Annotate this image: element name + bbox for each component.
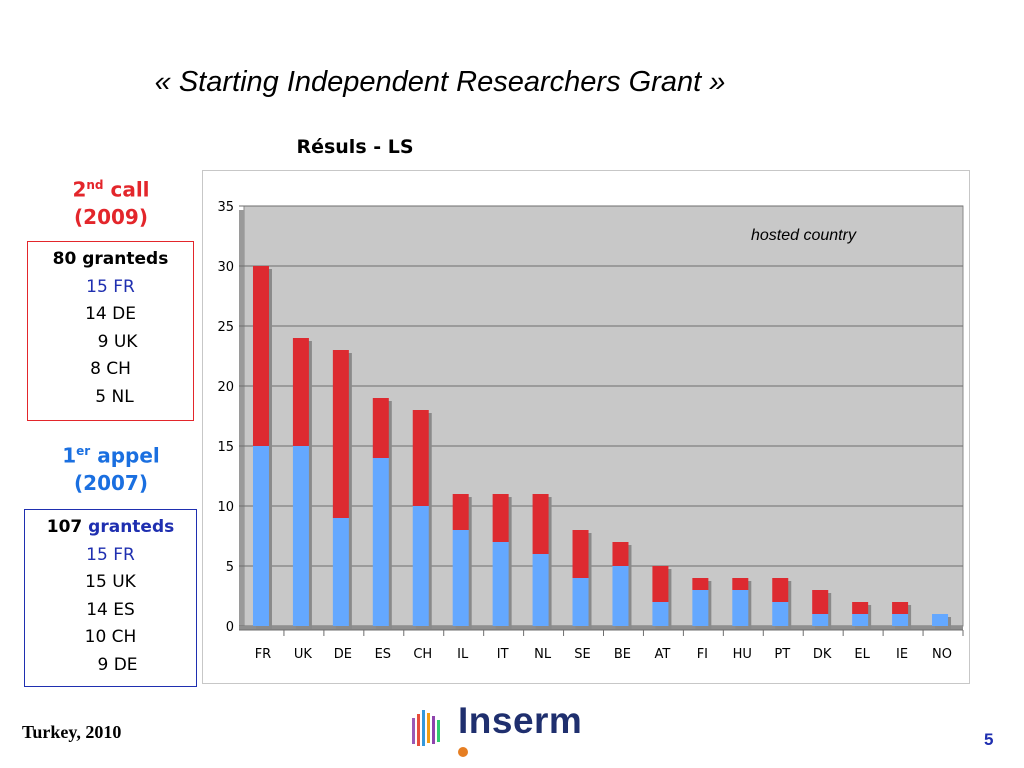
x-tick-label: IE [896,647,908,662]
x-tick-label: BE [614,647,631,662]
call1-line: 15 UK [85,572,136,592]
bar-segment-top [852,602,869,614]
y-tick-label: 5 [226,560,234,575]
plot-floor [239,626,963,630]
call1-line: 9 DE [97,654,138,675]
plot-wall-left [239,210,244,630]
call2-line: 9 UK [97,331,138,352]
call1-year: (2007) [74,470,148,495]
footer-text: Turkey, 2010 [22,722,122,742]
x-tick-label: DE [334,647,352,662]
inserm-logo-icon [412,710,468,757]
bar-segment-base [932,614,949,626]
call1-box: 107 granteds 15 FR 15 UK 14 ES 10 CH 9 D… [24,509,197,687]
x-tick-label: CH [413,647,432,662]
bar-segment-top [732,578,749,590]
bar-segment-top [652,566,669,602]
bar-segment-base [532,554,549,626]
bar-segment-top [772,578,789,602]
call1-number: 1 [62,443,77,468]
x-tick-label: DK [813,647,832,662]
bar-segment-base [772,602,789,626]
call2-year: (2009) [74,204,148,229]
bar-segment-top [412,410,429,506]
chart-title: Résuls - LS [296,136,414,158]
bar-segment-base [332,518,349,626]
stacked-bar-chart: 0 5 10 15 20 25 30 35 FR UK DE ES CH IL IT NL SE BE AT FI HU… [217,200,964,662]
bar-segment-top [612,542,629,566]
bar-segment-base [412,506,429,626]
x-tick-label: IT [497,647,509,662]
bar-segment-top [372,398,389,458]
call1-word: appel [90,443,160,468]
bar-segment-top [892,602,909,614]
chart-frame: 0 5 10 15 20 25 30 35 FR UK DE ES CH IL IT NL SE BE AT FI HU… [202,170,970,684]
call2-line: 8 CH [90,359,131,379]
y-tick-label: 0 [226,620,234,635]
bar-segment-base [612,566,629,626]
bar-segment-top [532,494,549,554]
annotation-hosted-country: hosted country [751,227,857,244]
bar-segment-base [452,530,469,626]
x-tick-label: NO [932,647,952,662]
x-tick-label: SE [574,647,590,662]
bar-segment-base [252,446,269,626]
call1-line: 14 ES [86,599,135,620]
x-tick-label: AT [655,647,671,662]
call1-total-number: 107 [46,517,83,537]
bar-segment-top [492,494,509,542]
page-number: 5 [984,730,994,749]
y-tick-label: 30 [217,260,234,275]
bar-segment-top [452,494,469,530]
x-tick-label: ES [375,647,391,662]
call2-sup: nd [86,178,104,192]
call2-number: 2 [72,177,87,202]
bar-segment-top [252,266,269,446]
y-tick-label: 20 [217,380,234,395]
x-tick-label: PT [774,647,790,662]
bar-segment-base [852,614,869,626]
call2-line: 14 DE [85,304,136,324]
plot-area [243,205,964,627]
bar-segment-top [292,338,309,446]
bar-segment-base [732,590,749,626]
y-tick-label: 15 [217,440,234,455]
call2-word: call [103,177,150,202]
x-tick-label: HU [733,647,752,662]
call1-line: 15 FR [86,544,135,565]
bar-segment-base [492,542,509,626]
logo-text: Inserm [458,700,583,741]
call2-total: 80 granteds [52,249,169,269]
call2-line: 5 NL [95,386,134,407]
call1-sup: er [76,444,91,458]
y-tick-label: 35 [217,200,234,215]
bar-segment-base [372,458,389,626]
call1-line: 10 CH [84,627,137,647]
bar-segment-top [812,590,829,614]
x-tick-label: FI [697,647,708,662]
bar-segment-top [332,350,349,518]
slide-title: « Starting Independent Researchers Grant… [154,66,726,98]
x-tick-label: NL [534,647,552,662]
call1-total-word: granteds [82,517,175,537]
x-tick-label: IL [457,647,469,662]
x-tick-label: UK [294,647,313,662]
bar-segment-base [292,446,309,626]
bar-segment-base [572,578,589,626]
call1-heading: 1er appel (2007) [28,438,194,497]
call2-line: 15 FR [86,276,135,297]
bar-segment-base [652,602,669,626]
bar-segment-top [572,530,589,578]
call2-box: 80 granteds 15 FR 14 DE 9 UK 8 CH 5 NL [27,241,194,421]
y-tick-label: 25 [217,320,234,335]
bar-segment-top [692,578,709,590]
call2-heading: 2nd call (2009) [28,172,194,231]
x-tick-label: EL [854,647,870,662]
y-tick-label: 10 [217,500,234,515]
bar-segment-base [892,614,909,626]
bar-segment-base [812,614,829,626]
bar-segment-base [692,590,709,626]
x-tick-label: FR [255,647,272,662]
